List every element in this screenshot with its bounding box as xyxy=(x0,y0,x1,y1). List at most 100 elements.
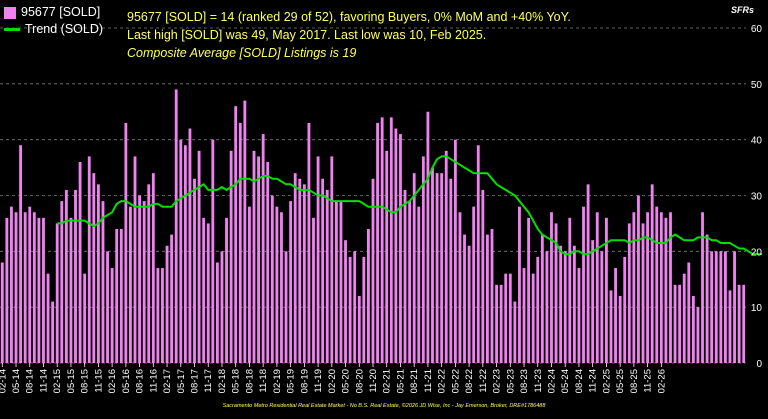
legend-label-bars: 95677 [SOLD] xyxy=(21,5,101,19)
bar xyxy=(151,173,155,363)
bar xyxy=(129,206,132,363)
bar xyxy=(623,256,627,363)
x-tick-label: 02-14 xyxy=(0,369,8,393)
bar xyxy=(344,240,347,363)
x-tick-label: 05-15 xyxy=(66,369,77,393)
bar xyxy=(106,251,109,363)
bar xyxy=(527,217,531,363)
bar xyxy=(339,201,343,363)
x-tick-label: 05-23 xyxy=(505,369,516,393)
x-tick-label: 11-16 xyxy=(148,369,159,393)
x-tick-label: 02-21 xyxy=(382,369,393,393)
bar xyxy=(293,173,297,363)
bar xyxy=(302,184,306,363)
bar xyxy=(431,167,434,363)
summary-line-2: Last high [SOLD] was 49, May 2017. Last … xyxy=(127,28,487,42)
x-tick-label: 02-18 xyxy=(217,369,228,393)
bar xyxy=(284,251,288,363)
bar xyxy=(206,223,210,363)
bar xyxy=(595,212,599,363)
bar xyxy=(435,173,439,363)
bar xyxy=(193,178,196,363)
x-tick-label: 02-17 xyxy=(162,369,173,393)
bar xyxy=(545,251,549,363)
bar xyxy=(83,273,87,363)
bar xyxy=(385,150,389,363)
bar xyxy=(559,245,563,363)
bar xyxy=(307,122,311,364)
bar xyxy=(572,245,576,363)
bar xyxy=(74,189,77,363)
bar xyxy=(51,301,55,363)
x-tick-label: 08-24 xyxy=(574,369,585,393)
x-tick-label: 11-23 xyxy=(533,369,544,393)
legend-item-bars: 95677 [SOLD] xyxy=(4,4,103,21)
bar xyxy=(275,206,279,363)
x-tick-label: 08-23 xyxy=(519,369,530,393)
bar xyxy=(32,212,36,363)
bar xyxy=(655,206,659,363)
bar xyxy=(614,268,617,363)
x-tick-label: 08-25 xyxy=(629,369,640,393)
legend-item-trend: Trend (SOLD) xyxy=(4,21,103,38)
bar xyxy=(348,256,352,363)
x-tick-label: 11-17 xyxy=(203,369,214,393)
bar xyxy=(426,111,430,363)
trend-line xyxy=(57,155,762,256)
bar xyxy=(723,251,727,363)
bar xyxy=(444,150,448,363)
bar xyxy=(42,217,45,363)
bar xyxy=(257,156,261,363)
bar xyxy=(440,173,444,363)
bar xyxy=(119,229,123,363)
bar xyxy=(23,212,27,363)
bar xyxy=(504,273,508,363)
composite-average: Composite Average [SOLD] Listings is 19 xyxy=(127,46,357,60)
bar xyxy=(248,206,251,363)
bar xyxy=(518,206,521,363)
bar xyxy=(325,189,329,363)
y-tick-label: 50 xyxy=(751,80,763,91)
y-tick-label: 60 xyxy=(751,24,763,35)
x-tick-label: 11-22 xyxy=(478,369,489,393)
trend-series xyxy=(57,155,762,256)
x-axis-ticks: 02-14 05-14 08-14 11-14 02-15 05-15 08-15 11-15… xyxy=(0,363,667,393)
bar xyxy=(453,139,457,363)
bar xyxy=(142,201,146,363)
x-tick-label: 02-20 xyxy=(327,369,338,393)
bar xyxy=(312,217,315,363)
x-tick-label: 08-19 xyxy=(299,369,310,393)
bar xyxy=(266,162,270,363)
bar xyxy=(485,234,489,363)
bar xyxy=(591,240,595,363)
bar xyxy=(55,223,59,363)
bar xyxy=(124,122,128,364)
bar xyxy=(733,251,736,363)
bar xyxy=(550,212,553,363)
bar xyxy=(637,195,640,363)
bar xyxy=(669,212,672,363)
bar xyxy=(691,296,695,363)
bar xyxy=(101,201,105,363)
bar xyxy=(28,206,32,363)
bar xyxy=(330,156,334,363)
bar xyxy=(87,156,91,363)
property-type-label: SFRs xyxy=(730,5,754,15)
bar xyxy=(321,178,325,363)
bar xyxy=(353,251,357,363)
x-tick-label: 11-14 xyxy=(38,369,49,393)
bar xyxy=(371,178,375,363)
bar xyxy=(399,134,402,363)
x-tick-label: 05-22 xyxy=(450,369,461,393)
bar xyxy=(646,212,650,363)
x-tick-label: 02-26 xyxy=(656,369,667,393)
bar xyxy=(238,122,242,364)
x-tick-label: 02-19 xyxy=(272,369,283,393)
x-tick-label: 02-23 xyxy=(492,369,503,393)
y-tick-label: 40 xyxy=(751,136,763,147)
bar xyxy=(215,262,219,363)
bar xyxy=(161,268,164,363)
bar xyxy=(627,223,631,363)
x-tick-label: 08-17 xyxy=(190,369,201,393)
